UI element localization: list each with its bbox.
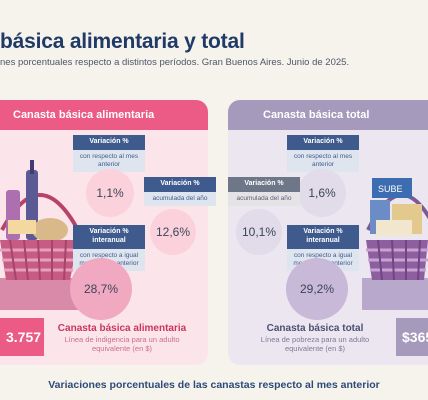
cbt-monthly-tag: Variación % con respecto al mes anterior xyxy=(287,135,359,172)
cba-line-label: Canasta básica alimentaria Línea de indi… xyxy=(52,323,192,353)
cba-ytd-tag-title: Variación % xyxy=(144,177,216,192)
goods-basket-illustration: SUBE xyxy=(362,178,428,310)
cbt-monthly-tag-title: Variación % xyxy=(287,135,359,150)
cba-monthly-tag-title: Variación % xyxy=(73,135,145,150)
footer-caption: Variaciones porcentuales de las canastas… xyxy=(48,379,380,391)
cba-monthly-value: 1,1% xyxy=(86,169,134,217)
cba-monthly-tag: Variación % con respecto al mes anterior xyxy=(73,135,145,172)
cbt-yoy-tag-title: Variación % interanual xyxy=(287,225,359,249)
cbt-yoy-value: 29,2% xyxy=(286,258,348,320)
cba-panel-header: Canasta básica alimentaria xyxy=(0,100,208,130)
cba-panel-title: Canasta básica alimentaria xyxy=(13,109,155,121)
food-basket-illustration xyxy=(0,160,80,310)
cba-monthly-tag-desc: con respecto al mes anterior xyxy=(73,149,145,172)
cbt-ytd-tag: Variación % acumulada del año xyxy=(228,177,300,206)
cbt-line-label: Canasta básica total Línea de pobreza pa… xyxy=(250,323,380,353)
page-subtitle: nes porcentuales respecto a distintos pe… xyxy=(0,57,350,68)
cba-amount: 3.757 xyxy=(0,318,44,356)
cba-line-desc: Línea de indigencia para un adulto equiv… xyxy=(64,335,180,353)
cbt-ytd-tag-desc: acumulada del año xyxy=(228,191,300,206)
cba-yoy-tag-title: Variación % interanual xyxy=(73,225,145,249)
page-title: básica alimentaria y total xyxy=(0,30,245,53)
cbt-monthly-value: 1,6% xyxy=(298,169,346,217)
cbt-line-desc: Línea de pobreza para un adulto equivale… xyxy=(260,335,370,353)
cbt-monthly-tag-desc: con respecto al mes anterior xyxy=(287,149,359,172)
cbt-line-title: Canasta básica total xyxy=(266,323,364,334)
cba-yoy-value: 28,7% xyxy=(70,258,132,320)
cbt-amount: $365 xyxy=(396,318,428,356)
cbt-ytd-tag-title: Variación % xyxy=(228,177,300,192)
sube-card-label: SUBE xyxy=(378,184,403,194)
cba-line-title: Canasta básica alimentaria xyxy=(57,323,187,334)
cba-ytd-tag-desc: acumulada del año xyxy=(144,191,216,206)
cbt-panel-header: Canasta básica total xyxy=(228,100,428,130)
cba-ytd-value: 12,6% xyxy=(150,209,196,255)
cbt-ytd-value: 10,1% xyxy=(236,209,282,255)
cbt-panel-title: Canasta básica total xyxy=(263,109,370,121)
cba-ytd-tag: Variación % acumulada del año xyxy=(144,177,216,206)
